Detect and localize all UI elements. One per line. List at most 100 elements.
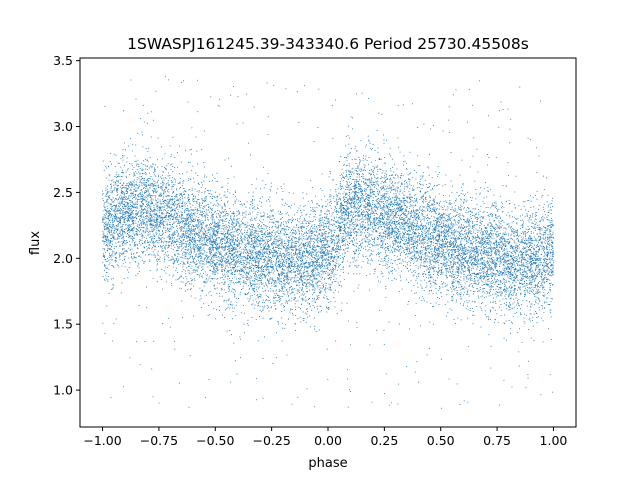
data-point (288, 283, 290, 285)
data-point (447, 226, 448, 228)
data-point (486, 237, 488, 239)
data-point (438, 268, 439, 270)
data-point (341, 285, 342, 287)
data-point (369, 209, 370, 211)
data-point (121, 196, 123, 198)
data-point (470, 243, 472, 245)
data-point (180, 199, 181, 201)
data-point (186, 216, 188, 218)
data-point (127, 205, 129, 207)
data-point (537, 316, 539, 317)
data-point (326, 262, 327, 263)
data-point (181, 248, 183, 250)
data-point (321, 232, 323, 234)
data-point (341, 168, 343, 170)
data-point (380, 281, 381, 283)
data-point (230, 242, 232, 243)
data-point (246, 272, 248, 274)
data-point (294, 272, 296, 273)
data-point (236, 221, 238, 223)
data-point (169, 207, 170, 209)
data-point (426, 277, 427, 278)
data-point (481, 242, 483, 244)
data-point (509, 298, 511, 300)
data-point (288, 237, 290, 238)
data-point (366, 178, 368, 180)
data-point (500, 282, 502, 284)
data-point (387, 226, 389, 228)
data-point (120, 235, 122, 237)
data-point (230, 281, 232, 283)
data-point (408, 181, 410, 183)
data-point (523, 247, 525, 249)
data-point (528, 235, 530, 237)
data-point (503, 207, 505, 209)
data-point (401, 288, 403, 290)
data-point (446, 209, 448, 211)
data-point (418, 225, 420, 227)
data-point (322, 251, 324, 253)
data-point (121, 210, 123, 212)
data-point (261, 240, 263, 242)
data-point (242, 281, 244, 283)
data-point (227, 229, 229, 231)
data-point (354, 185, 356, 187)
data-point (219, 232, 221, 234)
data-point (533, 249, 535, 250)
data-point (343, 164, 344, 166)
data-point (534, 230, 536, 231)
data-point (358, 264, 360, 266)
data-point (213, 267, 215, 269)
data-point (352, 196, 354, 198)
data-point (340, 233, 342, 234)
data-point (473, 290, 475, 292)
data-point (278, 274, 280, 276)
data-point (346, 218, 348, 220)
data-point (403, 161, 405, 163)
data-point (236, 282, 238, 284)
data-point (200, 220, 202, 222)
data-point (360, 242, 362, 244)
data-point (177, 278, 179, 280)
data-point (482, 233, 484, 235)
data-point (384, 239, 386, 241)
data-point (299, 316, 301, 318)
data-point (551, 298, 553, 300)
data-point (424, 241, 426, 243)
data-point (454, 231, 456, 233)
data-point (230, 244, 232, 246)
data-point (293, 214, 295, 216)
data-point (272, 225, 273, 227)
data-point (516, 222, 518, 224)
data-point (116, 264, 118, 266)
data-point (297, 259, 299, 260)
data-point (111, 250, 113, 252)
data-point (464, 226, 465, 228)
data-point (133, 206, 135, 208)
data-point (480, 240, 482, 242)
data-point (292, 241, 294, 243)
data-point (370, 258, 372, 260)
data-point (205, 235, 207, 237)
data-point (247, 229, 249, 231)
data-point (265, 282, 267, 284)
data-point (527, 250, 529, 252)
data-point (255, 283, 257, 285)
data-point (402, 197, 404, 199)
data-point (495, 282, 497, 284)
data-point (469, 255, 471, 257)
data-point (317, 203, 319, 205)
data-point (123, 142, 125, 144)
data-point (262, 215, 264, 217)
data-point (198, 250, 200, 252)
data-point (329, 204, 331, 206)
data-point (531, 303, 533, 305)
data-point (210, 249, 212, 251)
data-point (546, 278, 548, 280)
data-point (232, 269, 234, 271)
data-point (159, 260, 161, 262)
data-point (259, 294, 261, 295)
data-point (251, 269, 253, 271)
data-point (472, 104, 474, 106)
data-point (211, 254, 213, 256)
